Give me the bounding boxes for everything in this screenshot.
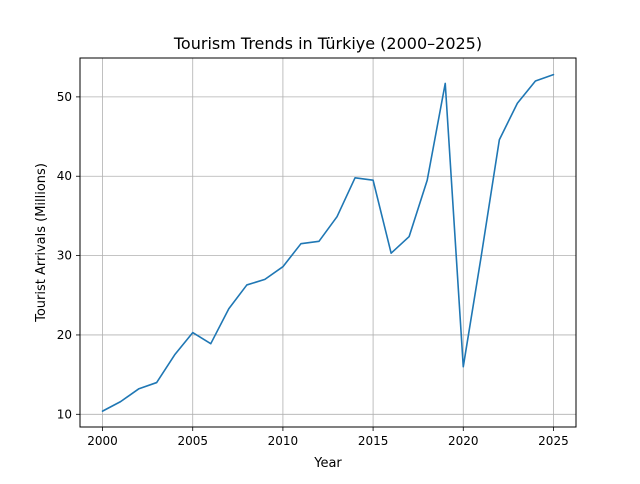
y-tick-label: 20 <box>57 328 72 342</box>
y-tick-label: 50 <box>57 90 72 104</box>
x-tick-label: 2010 <box>268 434 299 448</box>
x-axis-label: Year <box>313 456 342 471</box>
series-layer <box>101 73 555 412</box>
y-tick-label: 10 <box>57 407 72 421</box>
ticks: 2000 2005 2010 2015 2020 2025 10 20 30 40 50 <box>57 90 569 448</box>
axes-frame <box>79 57 577 428</box>
x-tick-label: 2000 <box>87 434 118 448</box>
chart-title: Tourism Trends in Türkiye (2000–2025) <box>173 34 482 53</box>
y-tick-label: 30 <box>57 249 72 263</box>
y-tick-label: 40 <box>57 169 72 183</box>
x-tick-label: 2005 <box>177 434 208 448</box>
grid <box>80 58 576 427</box>
x-tick-label: 2020 <box>448 434 479 448</box>
series-line <box>101 73 555 412</box>
x-tick-label: 2015 <box>358 434 389 448</box>
y-axis-label: Tourist Arrivals (Millions) <box>34 163 49 323</box>
x-tick-label: 2025 <box>538 434 569 448</box>
